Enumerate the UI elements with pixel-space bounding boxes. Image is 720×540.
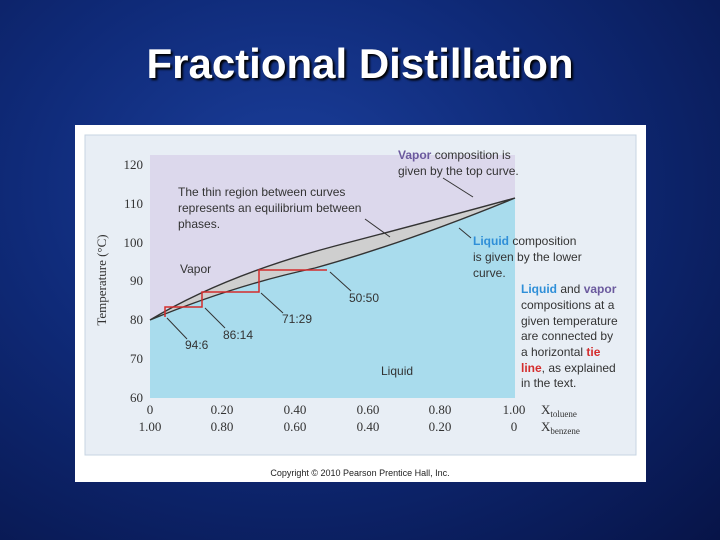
liquid-composition-note-line1: Liquid composition [473, 234, 576, 248]
point-50-50-pointer [329, 271, 352, 292]
thin-region-note-line3: phases. [178, 217, 220, 231]
tie-line-note-line6: line, as explained [521, 361, 616, 375]
tie-line-note-line3: given temperature [521, 314, 618, 328]
tie-lines [164, 269, 327, 317]
y-tick-110: 110 [124, 196, 143, 211]
x-tick-toluene-040: 0.40 [284, 402, 307, 417]
figure-frame: 120 110 100 90 80 70 60 Temperature (°C)… [75, 125, 646, 482]
y-tick-60: 60 [130, 390, 143, 405]
x-tick-benzene-0: 0 [511, 419, 518, 434]
x-tick-benzene-040: 0.40 [357, 419, 380, 434]
y-tick-90: 90 [130, 273, 143, 288]
vapor-composition-note-line2: given by the top curve. [398, 164, 519, 178]
point-label-71-29: 71:29 [282, 312, 312, 326]
x-tick-toluene-020: 0.20 [211, 402, 234, 417]
liquid-region-label: Liquid [381, 364, 413, 378]
liquid-composition-pointer [458, 227, 472, 239]
thin-region-note-line2: represents an equilibrium between [178, 201, 361, 215]
y-tick-120: 120 [124, 157, 144, 172]
phase-diagram: 120 110 100 90 80 70 60 Temperature (°C)… [84, 134, 637, 478]
x-tick-benzene-060: 0.60 [284, 419, 307, 434]
slide-title: Fractional Distillation [146, 40, 574, 87]
x-tick-toluene-060: 0.60 [357, 402, 380, 417]
equilibrium-lens [149, 197, 516, 321]
vapor-region-label: Vapor [180, 262, 211, 276]
tie-line-note-line5: a horizontal tie [521, 345, 601, 359]
x-tick-benzene-020: 0.20 [429, 419, 452, 434]
point-label-86-14: 86:14 [223, 328, 253, 342]
x-tick-toluene-100: 1.00 [503, 402, 526, 417]
x-label-benzene: Xbenzene [541, 419, 580, 436]
x-tick-benzene-100: 1.00 [139, 419, 162, 434]
tie-line-note-line1: Liquid and vapor [521, 282, 617, 296]
vapor-composition-pointer [442, 177, 474, 198]
y-tick-70: 70 [130, 351, 143, 366]
thin-region-pointer [364, 218, 391, 238]
liquid-composition-note-line3: curve. [473, 266, 506, 280]
vapor-composition-note-line1: Vapor composition is [398, 148, 511, 162]
thin-region-note-line1: The thin region between curves [178, 185, 345, 199]
liquid-region [150, 198, 515, 398]
point-86-14-pointer [204, 307, 226, 329]
y-tick-80: 80 [130, 312, 143, 327]
point-label-94-6: 94:6 [185, 338, 209, 352]
x-label-toluene: Xtoluene [541, 402, 577, 419]
point-label-50-50: 50:50 [349, 291, 379, 305]
y-tick-100: 100 [124, 235, 144, 250]
tie-line-note-line2: compositions at a [521, 298, 615, 312]
liquid-composition-note-line2: is given by the lower [473, 250, 582, 264]
x-tick-toluene-080: 0.80 [429, 402, 452, 417]
point-94-6-pointer [166, 317, 188, 340]
point-71-29-pointer [260, 292, 284, 314]
tie-line-note-line7: in the text. [521, 376, 576, 390]
copyright-text: Copyright © 2010 Pearson Prentice Hall, … [270, 468, 449, 478]
x-tick-toluene-0: 0 [147, 402, 154, 417]
x-tick-benzene-080: 0.80 [211, 419, 234, 434]
tie-line-note-line4: are connected by [521, 329, 613, 343]
y-axis-label: Temperature (°C) [94, 234, 109, 325]
